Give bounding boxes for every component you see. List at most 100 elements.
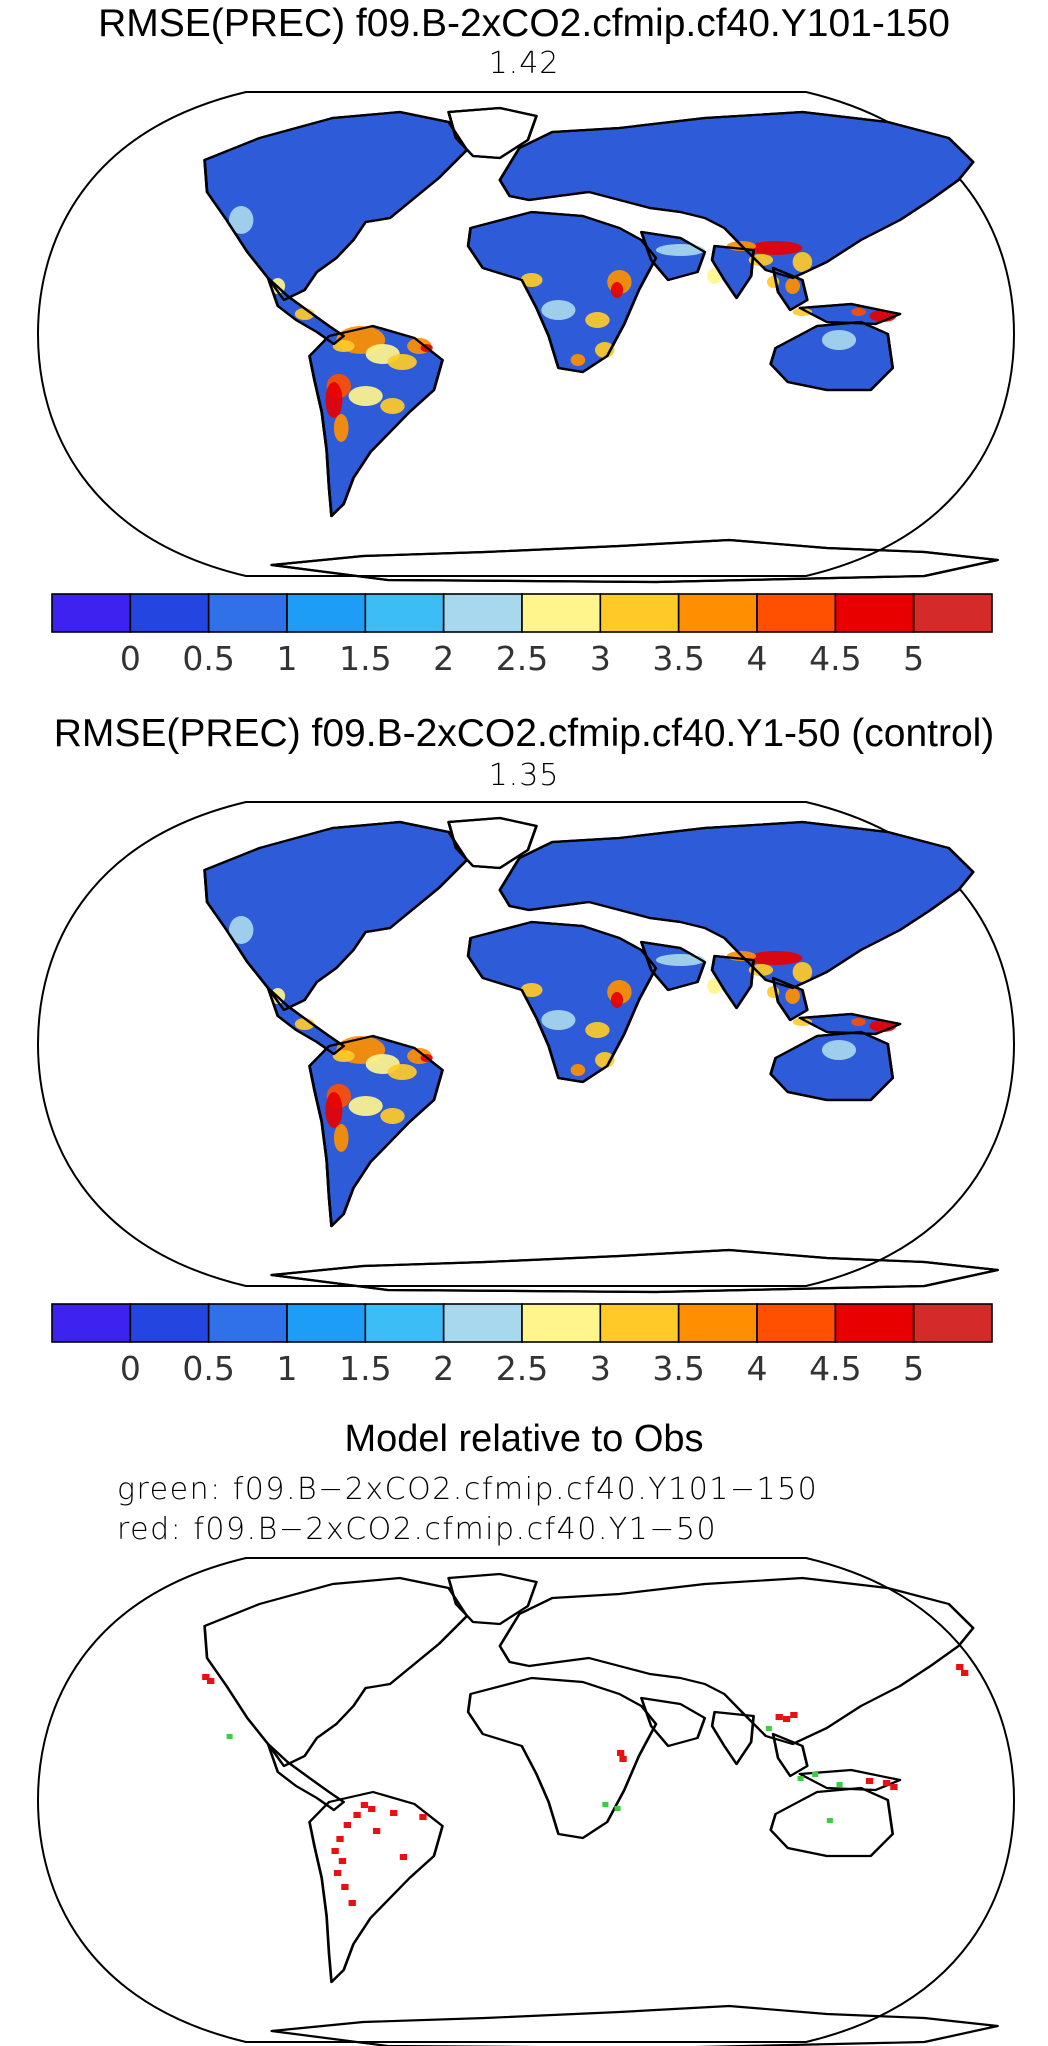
precip-error-hotspot (348, 1096, 383, 1116)
precip-error-hotspot (748, 964, 774, 976)
colorbar-swatch (51, 593, 132, 633)
colorbar-swatch (521, 1303, 602, 1343)
precip-error-hotspot (541, 300, 576, 320)
red-grid-cell (616, 1750, 625, 1756)
coastline-overlay-centralAmerica (266, 986, 346, 1056)
colorbar-tick-label: 4 (747, 1349, 768, 1388)
coastline-overlay-australia (769, 320, 895, 392)
red-grid-cell (343, 1822, 351, 1828)
map-panel-2 (36, 801, 1016, 1294)
colorbar-tick-label: 2 (433, 639, 454, 678)
coastline-overlay-arabia (640, 940, 707, 992)
precip-error-hotspot (821, 1040, 857, 1060)
colorbar-swatch (207, 593, 288, 633)
precip-error-hotspot (325, 382, 343, 418)
precip-error-hotspot (333, 1124, 349, 1152)
red-grid-cell (207, 1678, 215, 1684)
land-australia (770, 322, 893, 390)
green-grid-cell (226, 1734, 233, 1739)
land-india (712, 956, 754, 1008)
legend-green-text: green: f09.B−2xCO2.cfmip.cf40.Y101−150 (117, 1472, 819, 1507)
coastline-overlay-arabia (640, 230, 707, 282)
land-australia (770, 1032, 893, 1100)
colorbar-swatch (599, 593, 680, 633)
coastline-overlay-seAsia (771, 266, 809, 312)
coastline-india (710, 1710, 755, 1766)
colorbar-tick-label: 1.5 (339, 639, 391, 678)
red-grid-cell (353, 1812, 361, 1818)
colorbar-tick-label: 4.5 (809, 1349, 861, 1388)
red-grid-cell (348, 1900, 356, 1906)
colorbar-panel-1: 0 0.5 1 1.5 2 2.5 3 3.5 4 4.5 5 (51, 593, 993, 678)
red-grid-cell (961, 1670, 969, 1676)
red-grid-cell (360, 1802, 369, 1808)
red-grid-cell (331, 1848, 339, 1854)
coastline-overlay-eurasia (498, 110, 975, 280)
colorbar-swatch (599, 1303, 680, 1343)
coastline-overlay-india (710, 954, 755, 1010)
coastline-eurasia (498, 1576, 975, 1746)
red-grid-cell (782, 1716, 791, 1722)
coastline-antarctica (270, 2004, 999, 2046)
land-eurasia (499, 822, 974, 988)
precip-error-hotspot (333, 414, 349, 442)
panel-2-title: RMSE(PREC) f09.B-2xCO2.cfmip.cf40.Y1-50 … (53, 712, 995, 755)
precip-error-hotspot (520, 273, 543, 287)
colorbar-swatch (442, 593, 523, 633)
precip-error-hotspot (851, 1018, 866, 1026)
land-africa (468, 212, 656, 372)
red-grid-cell (775, 1714, 783, 1720)
land-northAmerica (204, 822, 467, 1010)
colorbar-tick-label: 3.5 (652, 639, 704, 678)
precip-error-hotspot (748, 241, 803, 255)
precip-error-hotspot (325, 1092, 343, 1128)
colorbar-swatch (756, 593, 837, 633)
colorbar-swatch (912, 593, 993, 633)
red-grid-cell (956, 1664, 964, 1670)
colorbar-swatch (286, 593, 367, 633)
precip-error-hotspot (387, 1064, 417, 1080)
panel-2-global-rmse: 1.35 (488, 758, 560, 793)
precip-error-hotspot (541, 1010, 576, 1030)
precip-error-hotspot (229, 916, 254, 944)
precip-error-hotspot (380, 398, 405, 414)
land-india (712, 246, 754, 298)
coastline-overlay-greenland (447, 106, 538, 160)
land-southAmerica (309, 1036, 443, 1226)
red-grid-cell (619, 1756, 627, 1762)
precip-error-hotspot (656, 954, 705, 966)
precip-error-hotspot (656, 244, 705, 256)
coastline-southAmerica (308, 1790, 444, 1984)
coastline-australia (769, 1786, 895, 1858)
green-grid-cell (797, 1776, 804, 1781)
coastline-overlay-india (710, 244, 755, 300)
precip-error-hotspot (229, 206, 254, 234)
red-grid-cell (372, 1828, 381, 1834)
map-panel-1 (36, 91, 1016, 584)
colorbar-swatch (364, 593, 445, 633)
coastline-overlay-indonesia (798, 1012, 902, 1036)
precip-error-hotspot (387, 354, 417, 370)
colorbar-tick-label: 0.5 (182, 1349, 234, 1388)
colorbar-swatch (364, 1303, 445, 1343)
red-grid-cell (890, 1784, 898, 1790)
colorbar-tick-label: 1 (277, 1349, 298, 1388)
precip-error-hotspot (792, 1018, 813, 1026)
precip-error-hotspot (610, 992, 624, 1008)
precip-error-hotspot (821, 330, 857, 350)
coastline-greenland (447, 1572, 538, 1626)
colorbar-tick-label: 2 (433, 1349, 454, 1388)
coastline-overlay-centralAmerica (266, 276, 346, 346)
precip-error-hotspot (748, 254, 774, 266)
precip-error-hotspot (348, 386, 383, 406)
legend-red-text: red: f09.B−2xCO2.cfmip.cf40.Y1−50 (117, 1512, 718, 1547)
land-southAmerica (309, 326, 443, 516)
red-grid-cell (341, 1884, 349, 1890)
colorbar-swatch (129, 1303, 210, 1343)
colorbar-tick-label: 1 (277, 639, 298, 678)
red-grid-cell (882, 1780, 891, 1786)
coastline-overlay-southAmerica (308, 1034, 444, 1228)
green-grid-cell (765, 1726, 772, 1731)
red-grid-cell (333, 1870, 342, 1876)
comparison-title: Model relative to Obs (344, 1418, 704, 1460)
